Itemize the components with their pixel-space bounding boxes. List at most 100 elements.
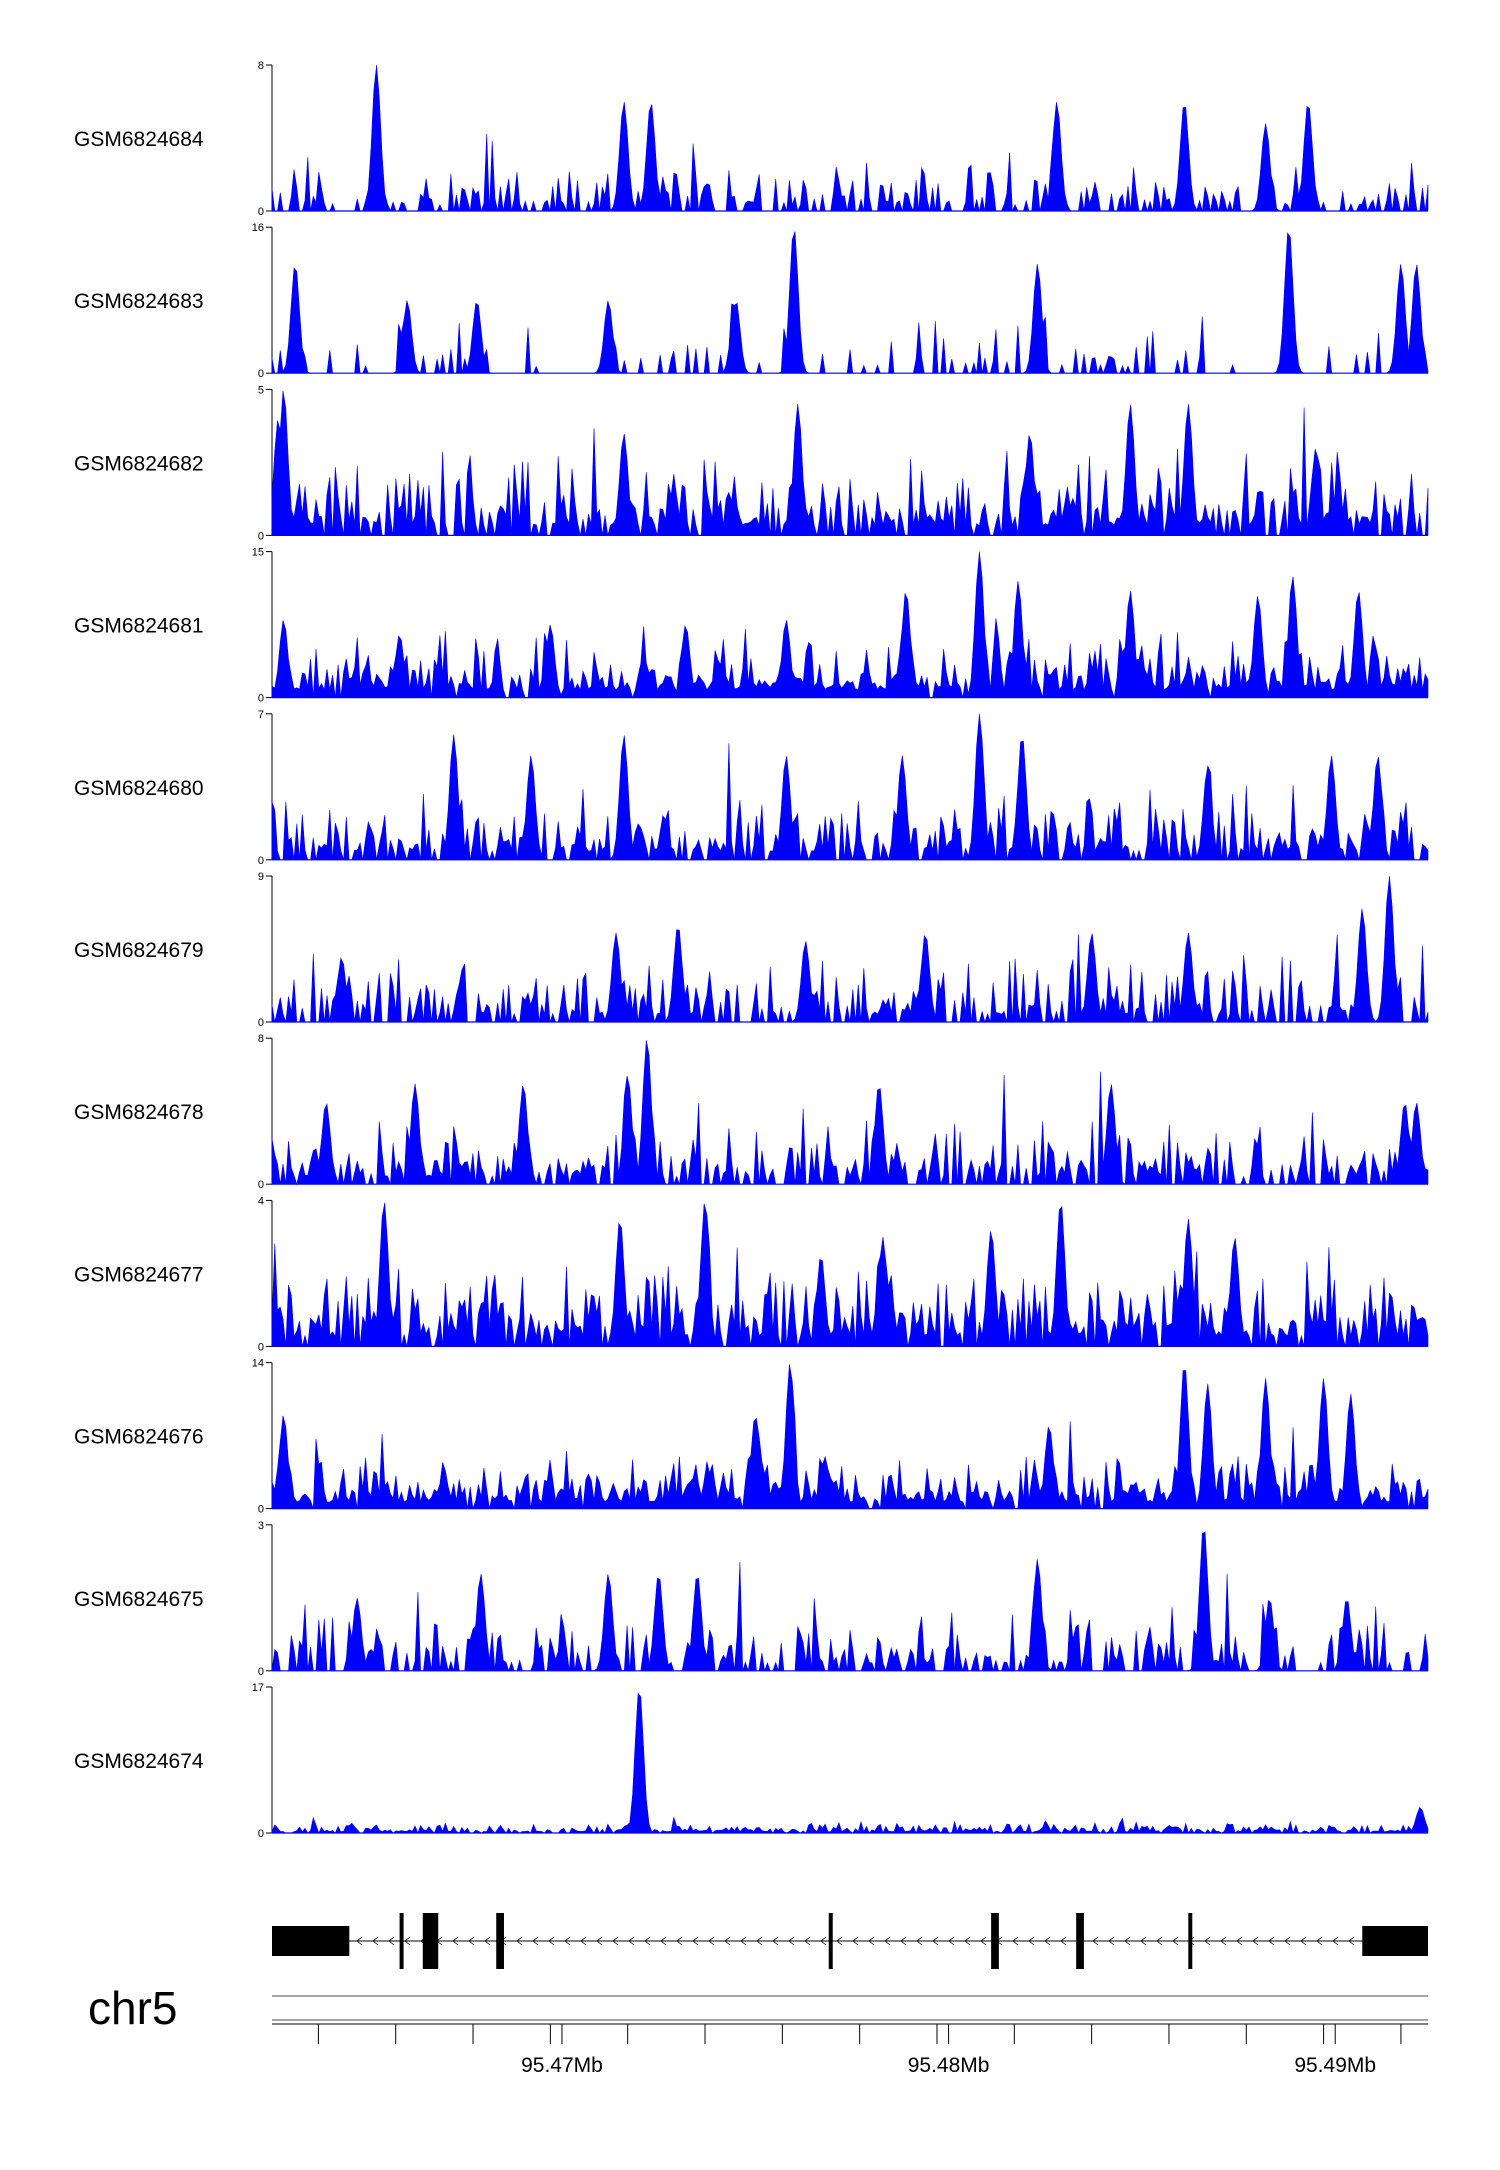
- track-label: GSM6824675: [74, 1588, 204, 1611]
- coverage-area: [271, 1202, 1429, 1347]
- strand-arrow: [516, 1936, 523, 1946]
- strand-arrow: [1316, 1936, 1323, 1946]
- x-axis-tick-label: 95.47Mb: [521, 2054, 603, 2077]
- track-label: GSM6824677: [74, 1263, 204, 1286]
- y-max-label: 3: [258, 1520, 264, 1532]
- track-label: GSM6824680: [74, 777, 204, 800]
- exon: [1188, 1913, 1193, 1969]
- strand-arrow: [628, 1936, 635, 1946]
- exon: [272, 1926, 350, 1956]
- x-axis-tick-label: 95.49Mb: [1294, 2054, 1376, 2077]
- exon: [422, 1913, 439, 1969]
- strand-arrow: [596, 1936, 603, 1946]
- coverage-area: [271, 1531, 1429, 1672]
- y-max-label: 7: [258, 709, 264, 721]
- strand-arrow: [756, 1936, 763, 1946]
- strand-arrow: [468, 1936, 475, 1946]
- chromosome-label: chr5: [88, 1982, 177, 2034]
- track-label: GSM6824684: [74, 128, 204, 151]
- strand-arrow: [1108, 1936, 1115, 1946]
- strand-arrow: [1156, 1936, 1163, 1946]
- coverage-area: [271, 1364, 1429, 1510]
- strand-arrow: [644, 1936, 651, 1946]
- track-label: GSM6824682: [74, 452, 204, 475]
- coverage-area: [271, 1040, 1429, 1186]
- y-max-label: 8: [258, 1033, 264, 1045]
- track-label: GSM6824683: [74, 290, 204, 313]
- y-min-label: 0: [258, 693, 264, 705]
- track-label: GSM6824676: [74, 1426, 204, 1449]
- strand-arrow: [740, 1936, 747, 1946]
- strand-arrow: [356, 1936, 363, 1946]
- strand-arrow: [532, 1936, 539, 1946]
- track-label: GSM6824679: [74, 939, 204, 962]
- strand-arrow: [1268, 1936, 1275, 1946]
- strand-arrow: [868, 1936, 875, 1946]
- exon: [828, 1913, 833, 1969]
- y-min-label: 0: [258, 1179, 264, 1191]
- track-label: GSM6824678: [74, 1101, 204, 1124]
- strand-arrow: [612, 1936, 619, 1946]
- strand-arrow: [836, 1936, 843, 1946]
- x-axis-tick-label: 95.48Mb: [908, 2054, 990, 2077]
- coverage-area: [271, 65, 1429, 213]
- strand-arrow: [820, 1936, 827, 1946]
- strand-arrow: [708, 1936, 715, 1946]
- exon: [496, 1913, 504, 1969]
- coverage-area: [271, 713, 1429, 861]
- y-max-label: 17: [252, 1682, 264, 1694]
- y-min-label: 0: [258, 1504, 264, 1516]
- strand-arrow: [548, 1936, 555, 1946]
- y-min-label: 0: [258, 530, 264, 542]
- strand-arrow: [660, 1936, 667, 1946]
- strand-arrow: [1236, 1936, 1243, 1946]
- y-max-label: 5: [258, 384, 264, 396]
- strand-arrow: [1140, 1936, 1147, 1946]
- strand-arrow: [388, 1936, 395, 1946]
- strand-arrow: [1124, 1936, 1131, 1946]
- coverage-area: [271, 1692, 1429, 1835]
- strand-arrow: [1092, 1936, 1099, 1946]
- track-label: GSM6824674: [74, 1750, 204, 1773]
- coverage-area: [271, 231, 1429, 375]
- y-max-label: 15: [252, 547, 264, 559]
- strand-arrow: [372, 1936, 379, 1946]
- y-min-label: 0: [258, 206, 264, 218]
- strand-arrow: [948, 1936, 955, 1946]
- strand-arrow: [1300, 1936, 1307, 1946]
- strand-arrow: [884, 1936, 891, 1946]
- strand-arrow: [852, 1936, 859, 1946]
- y-max-label: 4: [258, 1195, 264, 1207]
- strand-arrow: [804, 1936, 811, 1946]
- strand-arrow: [932, 1936, 939, 1946]
- strand-arrow: [1348, 1936, 1355, 1946]
- strand-arrow: [1172, 1936, 1179, 1946]
- strand-arrow: [980, 1936, 987, 1946]
- strand-arrow: [692, 1936, 699, 1946]
- exon: [399, 1913, 404, 1969]
- y-min-label: 0: [258, 1341, 264, 1353]
- y-min-label: 0: [258, 368, 264, 380]
- strand-arrow: [404, 1936, 411, 1946]
- y-min-label: 0: [258, 1017, 264, 1029]
- strand-arrow: [1284, 1936, 1291, 1946]
- coverage-area: [271, 390, 1429, 536]
- strand-arrow: [1204, 1936, 1211, 1946]
- strand-arrow: [1044, 1936, 1051, 1946]
- y-max-label: 8: [258, 60, 264, 72]
- exon: [1076, 1913, 1084, 1969]
- y-min-label: 0: [258, 1828, 264, 1840]
- coverage-area: [271, 551, 1429, 699]
- coverage-area: [271, 876, 1429, 1024]
- strand-arrow: [964, 1936, 971, 1946]
- y-max-label: 16: [252, 222, 264, 234]
- strand-arrow: [900, 1936, 907, 1946]
- strand-arrow: [724, 1936, 731, 1946]
- strand-arrow: [1028, 1936, 1035, 1946]
- y-min-label: 0: [258, 855, 264, 867]
- strand-arrow: [772, 1936, 779, 1946]
- strand-arrow: [1220, 1936, 1227, 1946]
- strand-arrow: [452, 1936, 459, 1946]
